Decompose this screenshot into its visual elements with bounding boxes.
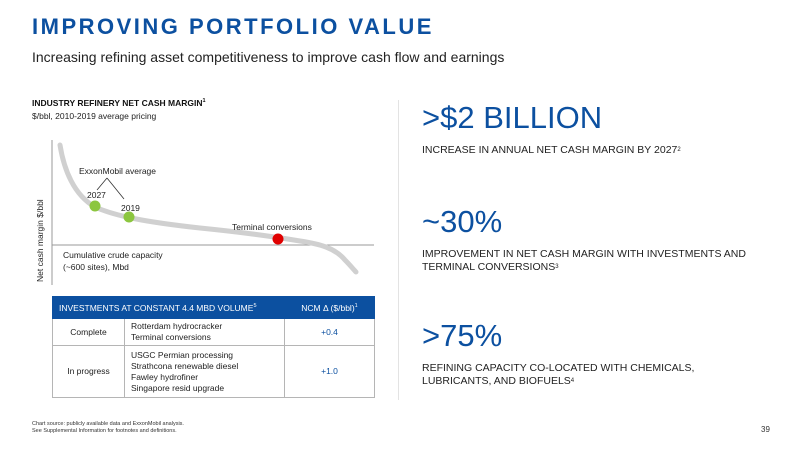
chart-subtitle: $/bbl, 2010-2019 average pricing [32,111,157,121]
row-status: Complete [52,318,125,346]
metric-value: >$2 BILLION [422,100,603,135]
table-header-ncm: NCM Δ ($/bbl)1 [284,296,375,319]
chart-title: INDUSTRY REFINERY NET CASH MARGIN1 [32,98,206,108]
metric-improvement: ~30% IMPROVEMENT IN NET CASH MARGIN WITH… [422,204,767,274]
row-value: +1.0 [284,345,375,398]
label-terminal-conversions: Terminal conversions [232,222,312,232]
marker-2019 [123,211,135,223]
marker-2027 [89,200,101,212]
x-axis-label-line2: (~600 sites), Mbd [63,262,129,272]
metric-value: >75% [422,318,503,353]
row-status: In progress [52,345,125,398]
row-item: Strathcona renewable diesel [131,360,239,371]
vertical-divider [398,100,399,400]
label-2019: 2019 [121,203,140,213]
y-axis-label: Net cash margin $/bbl [35,199,45,282]
footnote-line: Chart source: publicly available data an… [32,421,184,427]
page-number: 39 [761,425,770,434]
x-axis-label-line1: Cumulative crude capacity [63,250,163,260]
table-row: Complete Rotterdam hydrocracker Terminal… [52,318,375,346]
label-2027: 2027 [87,190,106,200]
footnote-line: See Supplemental Information for footnot… [32,428,177,434]
table-row: In progress USGC Permian processing Stra… [52,345,375,398]
page-subtitle: Increasing refining asset competitivenes… [32,49,505,65]
row-item: Singapore resid upgrade [131,382,225,393]
page-title: IMPROVING PORTFOLIO VALUE [32,14,434,39]
metric-description: REFINING CAPACITY CO-LOCATED WITH CHEMIC… [422,362,695,387]
row-item: Terminal conversions [131,332,211,342]
footnote: Chart source: publicly available data an… [32,421,184,435]
metric-co-located-capacity: >75% REFINING CAPACITY CO-LOCATED WITH C… [422,318,742,388]
metric-description: INCREASE IN ANNUAL NET CASH MARGIN BY 20… [422,144,681,156]
net-cash-margin-chart: ExxonMobil average 2027 2019 Terminal co… [35,140,374,285]
investments-table: INVESTMENTS AT CONSTANT 4.4 MBD VOLUME5 … [52,296,375,398]
row-items: USGC Permian processing Strathcona renew… [124,345,285,398]
row-value: +0.4 [284,318,375,346]
metric-net-cash-margin-increase: >$2 BILLION INCREASE IN ANNUAL NET CASH … [422,100,681,157]
metric-description: IMPROVEMENT IN NET CASH MARGIN WITH INVE… [422,248,746,273]
row-item: Rotterdam hydrocracker [131,321,223,331]
metric-value: ~30% [422,204,503,239]
table-header-row: INVESTMENTS AT CONSTANT 4.4 MBD VOLUME5 … [52,296,375,319]
annotation-exxon-average: ExxonMobil average [79,166,156,176]
row-item: Fawley hydrofiner [131,371,199,382]
row-items: Rotterdam hydrocracker Terminal conversi… [124,318,285,346]
row-item: USGC Permian processing [131,349,234,360]
annotation-leader-2019 [106,177,125,200]
marker-terminal-conversions [272,233,284,245]
table-header-investments: INVESTMENTS AT CONSTANT 4.4 MBD VOLUME5 [52,296,285,319]
annotation-leader-2027 [96,177,108,191]
